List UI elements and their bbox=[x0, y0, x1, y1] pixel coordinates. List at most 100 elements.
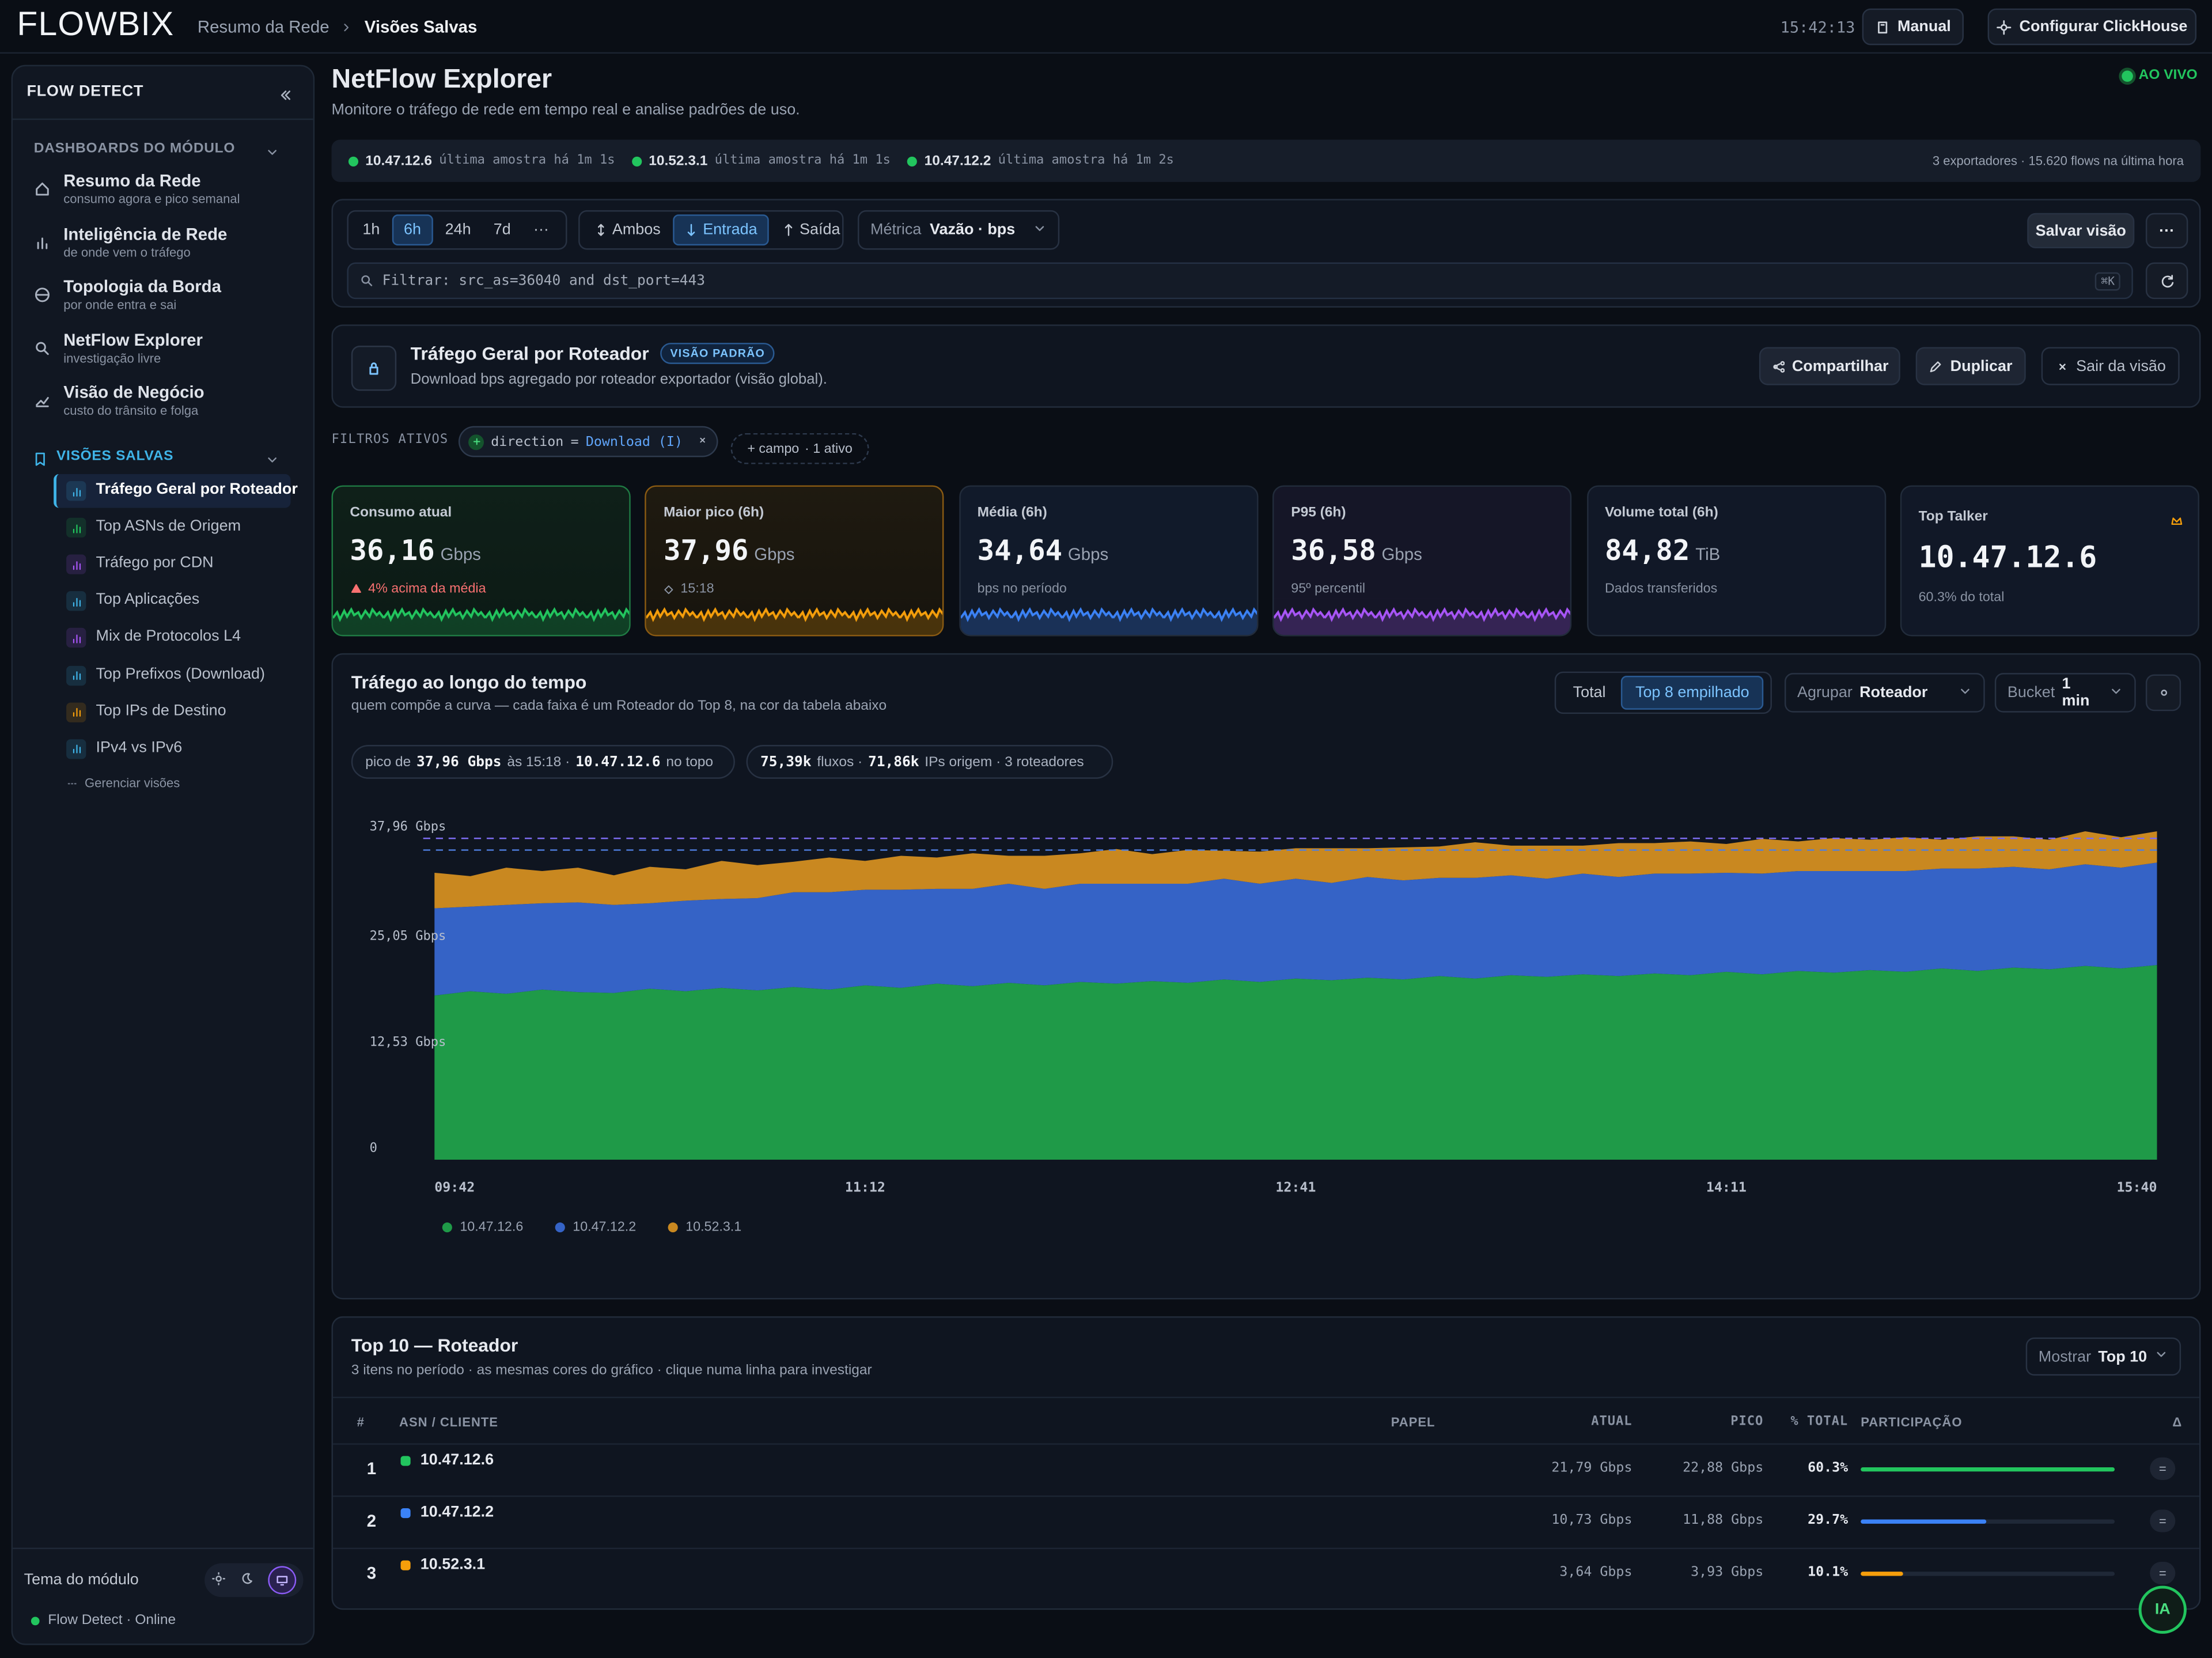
icon bbox=[1997, 19, 2012, 35]
pill-part: pico de bbox=[365, 754, 411, 770]
action-label: Compartilhar bbox=[1791, 357, 1889, 375]
exporter-note: última amostra há 1m 2s bbox=[998, 153, 1174, 168]
icon-path bbox=[72, 671, 80, 680]
mode-option[interactable]: Top 8 empilhado bbox=[1621, 676, 1764, 710]
mode-option[interactable]: Total bbox=[1573, 684, 1606, 702]
icon bbox=[2112, 688, 2120, 694]
sidebar bbox=[11, 65, 315, 1645]
table-divider bbox=[332, 1396, 2199, 1398]
nav-label[interactable]: Inteligência de Rede bbox=[63, 224, 228, 244]
row-current: 3,64 Gbps bbox=[1559, 1564, 1633, 1580]
saved-view[interactable]: Top ASNs de Origem bbox=[96, 518, 241, 535]
logo: FLOWBIX bbox=[17, 5, 175, 44]
nav-sub: por onde entra e sai bbox=[63, 297, 177, 312]
kpi-value: 84,82 bbox=[1604, 533, 1690, 567]
range-option[interactable]: 24h bbox=[445, 221, 471, 239]
saved-view[interactable]: Mix de Protocolos L4 bbox=[96, 628, 241, 646]
icon bbox=[344, 22, 350, 31]
show-label: Mostrar bbox=[2038, 1348, 2092, 1365]
nav-sub: custo do trânsito e folga bbox=[63, 403, 199, 418]
icon bbox=[212, 1572, 226, 1585]
table-row[interactable] bbox=[332, 1547, 2199, 1600]
icon-path bbox=[361, 275, 373, 286]
sparkline bbox=[960, 598, 1257, 635]
more-button[interactable]: ··· bbox=[2145, 213, 2188, 249]
icon-path bbox=[281, 90, 291, 100]
x-tick-label: 14:11 bbox=[1706, 1180, 1747, 1195]
sparkline-area bbox=[646, 598, 943, 635]
manage-views[interactable]: Gerenciar visões bbox=[66, 776, 180, 790]
kpi-note-text: bps no período bbox=[977, 581, 1067, 597]
sparkline bbox=[1274, 598, 1571, 635]
table-row[interactable] bbox=[332, 1443, 2199, 1496]
view-action[interactable]: Sair da visão bbox=[2041, 347, 2180, 385]
icon bbox=[72, 634, 80, 643]
kpi-card: P95 (6h) 36,58 Gbps 95º percentil bbox=[1272, 485, 1572, 637]
view-action[interactable]: Compartilhar bbox=[1759, 347, 1900, 385]
saved-view[interactable]: IPv4 vs IPv6 bbox=[96, 739, 183, 756]
range-option[interactable]: 1h bbox=[362, 221, 380, 239]
saved-view[interactable]: Top Aplicações bbox=[96, 591, 200, 609]
saved-icon-box bbox=[66, 628, 86, 649]
save-view-button[interactable]: Salvar visão bbox=[2027, 213, 2135, 249]
nav-label[interactable]: NetFlow Explorer bbox=[63, 330, 203, 350]
icon bbox=[35, 452, 45, 466]
chart-settings[interactable] bbox=[2145, 674, 2181, 711]
view-action[interactable]: Duplicar bbox=[1915, 347, 2026, 385]
group-select[interactable]: Agrupar Roteador bbox=[1784, 673, 1985, 713]
icon bbox=[700, 437, 705, 442]
icon bbox=[72, 561, 80, 570]
manual-button[interactable]: Manual bbox=[1862, 8, 1964, 46]
legend-swatch bbox=[442, 1222, 452, 1233]
range-option[interactable]: 6h bbox=[392, 214, 433, 246]
page-subtitle: Monitore o tráfego de rede em tempo real… bbox=[331, 101, 800, 119]
collapse[interactable] bbox=[278, 85, 293, 110]
icon bbox=[35, 287, 50, 302]
saved-view[interactable]: Tráfego por CDN bbox=[96, 554, 214, 572]
range-option[interactable]: 7d bbox=[493, 221, 511, 239]
saved-view[interactable]: Tráfego Geral por Roteador bbox=[96, 481, 298, 498]
theme-dark[interactable] bbox=[240, 1568, 253, 1593]
bucket-select[interactable]: Bucket 1 min bbox=[1994, 673, 2136, 713]
icon-path bbox=[1997, 19, 2012, 35]
saved-view[interactable]: Top IPs de Destino bbox=[96, 702, 226, 719]
assistant-button[interactable]: IA bbox=[2138, 1585, 2187, 1634]
icon bbox=[1774, 360, 1785, 372]
refresh-button[interactable] bbox=[2145, 262, 2188, 300]
direction-label: Saída bbox=[800, 221, 840, 239]
kpi-value-row: 37,96 Gbps bbox=[664, 533, 795, 567]
kpi-unit: Gbps bbox=[440, 544, 481, 565]
chip-close[interactable] bbox=[697, 434, 709, 449]
chart-title: Tráfego ao longo do tempo bbox=[351, 671, 587, 693]
add-field-chip[interactable]: + campo · 1 ativo bbox=[730, 433, 869, 464]
sparkline-area bbox=[1274, 598, 1571, 635]
column-header: Δ bbox=[2172, 1415, 2183, 1429]
direction-option[interactable]: Saída bbox=[771, 214, 850, 245]
table-row[interactable] bbox=[332, 1495, 2199, 1548]
direction-option[interactable]: Entrada bbox=[673, 214, 769, 246]
view-title-row: Tráfego Geral por Roteador VISÃO PADRÃO bbox=[411, 343, 775, 364]
theme-system[interactable] bbox=[268, 1566, 297, 1595]
nav-label[interactable]: Topologia da Borda bbox=[63, 277, 221, 297]
group-label: Agrupar bbox=[1797, 684, 1853, 702]
config-button[interactable]: Configurar ClickHouse bbox=[1987, 8, 2197, 46]
lock-icon bbox=[351, 346, 397, 391]
range-option[interactable]: ··· bbox=[533, 221, 549, 239]
metric-select[interactable]: Métrica Vazão · bps bbox=[857, 210, 1060, 250]
nav-label[interactable]: Resumo da Rede bbox=[63, 171, 201, 191]
show-select[interactable]: Mostrar Top 10 bbox=[2025, 1337, 2181, 1376]
theme-light[interactable] bbox=[211, 1568, 226, 1593]
page-title: NetFlow Explorer bbox=[331, 65, 552, 95]
status: Flow Detect · Online bbox=[31, 1612, 176, 1628]
direction-option[interactable]: Ambos bbox=[584, 214, 671, 245]
direction-group: Ambos Entrada Saída bbox=[578, 210, 844, 250]
nav-label[interactable]: Visão de Negócio bbox=[63, 382, 204, 402]
saved-view[interactable]: Top Prefixos (Download) bbox=[96, 665, 266, 683]
filter-input[interactable]: Filtrar: src_as=36040 and dst_port=443 ⌘K bbox=[347, 262, 2133, 300]
active-count: · 1 ativo bbox=[805, 441, 853, 457]
icon bbox=[72, 671, 80, 680]
mode-toggle: Total Top 8 empilhado bbox=[1554, 671, 1772, 714]
saved-icon bbox=[32, 449, 48, 474]
icon-path bbox=[665, 584, 674, 593]
crumb[interactable]: Resumo da Rede bbox=[197, 17, 329, 37]
